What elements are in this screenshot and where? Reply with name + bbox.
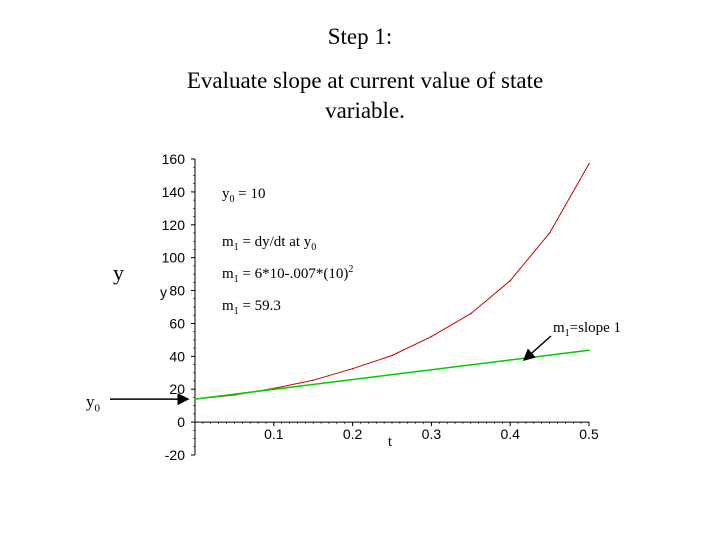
tangent-slope-point (588, 349, 590, 352)
x-tick-label: 0.4 (500, 426, 520, 442)
y-tick-label: 100 (162, 250, 186, 266)
solution-curve-point (548, 232, 551, 234)
annotation-m1-definition: m1 = dy/dt at y0 (222, 234, 317, 253)
x-tick-label: 0.2 (343, 426, 363, 442)
annotation-m1-value: m1 = 59.3 (222, 298, 281, 317)
x-tick-label: 0.5 (579, 426, 599, 442)
tangent-slope-line (194, 349, 590, 400)
solution-curve-point (312, 379, 315, 381)
y-tick-label: 120 (162, 217, 186, 233)
slope-arrow (522, 335, 552, 361)
solution-curve-point (588, 163, 590, 165)
y-axis-label: y (160, 284, 167, 300)
solution-curve-point (509, 279, 512, 282)
y-tick-label: 80 (169, 283, 185, 299)
y-tick-label: 20 (169, 381, 185, 397)
solution-curve-point (430, 335, 433, 338)
annotation-m1-calculation: m1 = 6*10-.007*(10)2 (222, 264, 354, 285)
y-tick-label: 160 (162, 151, 186, 167)
tangent-slope-point (194, 398, 196, 400)
y-variable-label: y (113, 260, 124, 285)
step-title: Step 1: (327, 24, 393, 49)
solution-curve-point (470, 312, 472, 315)
y-tick-label: 140 (162, 184, 186, 200)
x-axis-label: t (388, 434, 393, 450)
y-tick-label: 0 (177, 414, 185, 430)
y-tick-label: -20 (165, 447, 185, 463)
slope-label: m1=slope 1 (553, 320, 622, 339)
y-tick-label: 40 (169, 348, 185, 364)
slide-subtitle: Evaluate slope at current value of state… (186, 68, 544, 123)
y0-label: y0 (86, 392, 100, 415)
annotation-y0-initial: y0 = 10 (222, 186, 266, 205)
y-tick-label: 60 (169, 315, 185, 331)
solution-curve-point (391, 354, 393, 357)
solution-curve-point (351, 367, 354, 370)
x-tick-label: 0.1 (264, 426, 284, 442)
x-tick-label: 0.3 (422, 426, 442, 442)
